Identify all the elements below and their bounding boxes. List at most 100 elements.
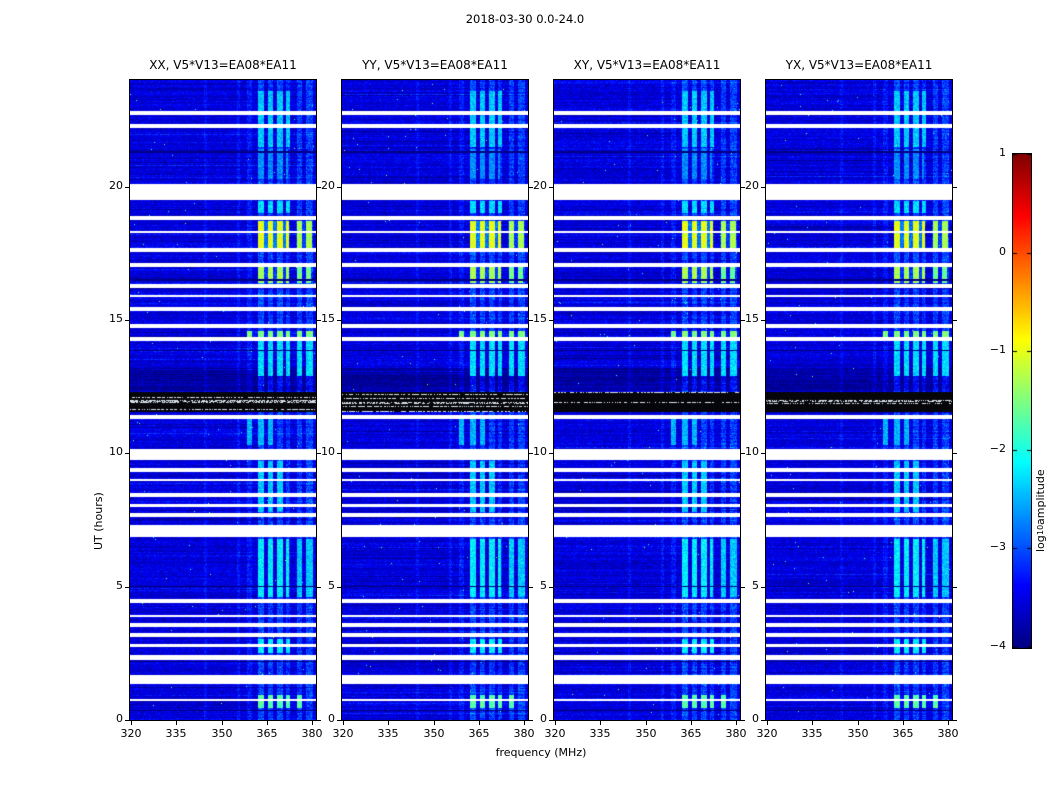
y-tick-label: 10 [321,445,335,458]
panel-title-xy: XY, V5*V13=EA08*EA11 [573,58,721,72]
x-axis-tick [858,721,859,725]
x-axis-tick [222,721,223,725]
x-axis-tick [267,721,268,725]
x-tick-label: 365 [256,727,278,740]
x-tick-label: 350 [847,727,869,740]
x-tick-label: 350 [211,727,233,740]
y-tick-label: 20 [533,179,547,192]
x-axis-tick [767,721,768,725]
x-tick-label: 320 [756,727,778,740]
y-axis-tick-right [529,320,533,321]
y-axis-tick-right [529,720,533,721]
x-tick-label: 365 [680,727,702,740]
y-axis-tick [337,720,341,721]
y-tick-label: 0 [328,712,335,725]
y-axis-tick-right [953,720,957,721]
x-tick-label: 335 [589,727,611,740]
y-axis-tick [337,187,341,188]
panel-yx: YX, V5*V13=EA08*EA11 320 335 350 365 380 0 5 10… [745,58,959,778]
y-axis-tick [125,587,129,588]
y-tick-label: 5 [328,579,335,592]
y-tick-label: 15 [321,312,335,325]
panel-title-yx: YX, V5*V13=EA08*EA11 [785,58,933,72]
y-axis-tick-right [741,453,745,454]
y-tick-label: 5 [116,579,123,592]
x-axis-tick [736,721,737,725]
y-tick-label: 20 [745,179,759,192]
colorbar-label-sub: 10 [1036,525,1045,536]
y-axis-tick [761,720,765,721]
y-tick-label: 5 [752,579,759,592]
y-tick-label: 15 [745,312,759,325]
x-tick-label: 380 [937,727,959,740]
y-tick-label: 0 [752,712,759,725]
y-axis-tick [549,320,553,321]
colorbar-label: log 10 amplitude [1034,252,1047,552]
x-axis-tick [479,721,480,725]
colorbar-tick-label: 1 [999,146,1006,159]
x-tick-label: 335 [801,727,823,740]
x-tick-label: 320 [120,727,142,740]
y-tick-label: 15 [109,312,123,325]
y-tick-label: 10 [533,445,547,458]
x-axis-tick [524,721,525,725]
panel-title-xx: XX, V5*V13=EA08*EA11 [149,58,297,72]
y-axis-tick-right [953,320,957,321]
x-axis-label: frequency (MHz) [495,746,587,759]
x-tick-label: 320 [544,727,566,740]
x-axis-tick [948,721,949,725]
y-tick-label: 10 [109,445,123,458]
x-axis-tick [600,721,601,725]
x-tick-label: 380 [725,727,747,740]
colorbar-gradient [1013,154,1031,648]
y-axis-tick-right [529,587,533,588]
y-axis-tick-right [741,720,745,721]
x-axis-tick [312,721,313,725]
panel-xx: XX, V5*V13=EA08*EA11 320 335 350 365 380 0 5 10… [109,58,323,778]
colorbar [1012,153,1032,649]
x-tick-label: 365 [892,727,914,740]
y-tick-label: 5 [540,579,547,592]
y-axis-tick [549,587,553,588]
panel-title-yy: YY, V5*V13=EA08*EA11 [362,58,508,72]
x-axis-tick [691,721,692,725]
y-axis-tick [761,187,765,188]
y-axis-label: UT (hours) [92,492,105,550]
x-tick-label: 350 [635,727,657,740]
y-axis-tick [125,320,129,321]
y-axis-tick-right [953,187,957,188]
spectrogram-canvas-yy [341,79,529,721]
x-tick-label: 380 [301,727,323,740]
panel-xy: XY, V5*V13=EA08*EA11 320 335 350 365 380 0 5 10… [533,58,747,778]
panel-yy: YY, V5*V13=EA08*EA11 320 335 350 365 380 0 5 10… [321,58,535,778]
x-tick-label: 335 [377,727,399,740]
x-axis-tick [812,721,813,725]
y-axis-tick [125,187,129,188]
colorbar-tick-label: −1 [989,343,1006,356]
spectrogram-canvas-xy [553,79,741,721]
y-axis-tick-right [529,453,533,454]
y-tick-label: 0 [116,712,123,725]
x-axis-tick [343,721,344,725]
y-axis-tick-right [741,320,745,321]
y-axis-tick-right [317,453,321,454]
y-axis-tick [337,587,341,588]
x-tick-label: 320 [332,727,354,740]
x-tick-label: 380 [513,727,535,740]
y-tick-label: 10 [745,445,759,458]
y-axis-tick-right [317,187,321,188]
colorbar-tick-label: −2 [989,442,1006,455]
y-axis-tick [761,453,765,454]
colorbar-tick-label: −4 [989,639,1006,652]
y-axis-tick [549,720,553,721]
y-axis-tick [549,453,553,454]
y-axis-tick [125,453,129,454]
y-axis-tick-right [529,187,533,188]
y-tick-label: 20 [321,179,335,192]
y-axis-tick-right [317,720,321,721]
y-axis-tick-right [741,587,745,588]
y-axis-tick-right [953,453,957,454]
y-axis-tick [337,453,341,454]
x-axis-tick [646,721,647,725]
